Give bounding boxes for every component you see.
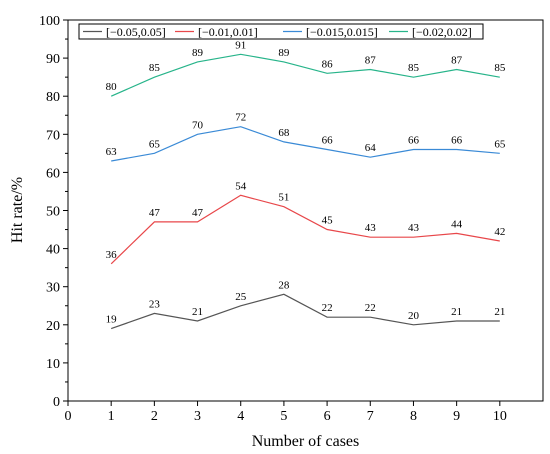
data-label: 19 [106,314,118,326]
data-label: 86 [322,58,334,70]
x-tick-label: 2 [151,409,158,424]
data-label: 70 [192,119,204,131]
data-label: 22 [365,302,376,314]
x-tick-label: 0 [65,409,72,424]
data-label: 43 [365,222,377,234]
x-axis-title: Number of cases [252,433,360,450]
data-label: 64 [365,142,377,154]
legend-label: [−0.05,0.05] [106,25,166,39]
data-label: 66 [322,135,334,147]
data-label: 20 [408,310,420,322]
x-tick-label: 7 [367,409,374,424]
legend-box [78,23,484,40]
data-label: 21 [192,306,203,318]
data-label: 23 [149,298,161,310]
data-label: 63 [106,146,118,158]
data-label: 22 [322,302,333,314]
x-tick-label: 4 [237,409,244,424]
data-label: 47 [192,207,204,219]
data-label: 91 [235,39,246,51]
data-label: 68 [278,127,290,139]
data-label: 89 [278,47,290,59]
data-label: 66 [408,135,420,147]
legend-label: [−0.015,0.015] [306,25,378,39]
data-label: 25 [235,291,247,303]
x-tick-label: 3 [194,409,201,424]
data-label: 54 [235,180,247,192]
data-label: 72 [235,112,246,124]
x-tick-label: 8 [410,409,417,424]
series-line-0 [111,293,500,330]
data-label: 87 [365,55,377,67]
y-tick-label: 80 [46,90,60,105]
series-line-2 [111,126,500,162]
y-tick-label: 70 [46,128,60,143]
x-tick-label: 10 [493,409,507,424]
data-label: 44 [451,218,463,230]
x-tick-label: 1 [108,409,115,424]
data-label: 45 [322,215,334,227]
legend-label: [−0.01,0.01] [198,25,258,39]
data-label: 89 [192,47,204,59]
legend: [−0.05,0.05] [−0.01,0.01] [−0.015,0.015] [−… [78,23,484,40]
data-label: 85 [408,62,420,74]
y-tick-label: 40 [46,243,60,258]
series-layer [110,53,500,330]
y-tick-label: 60 [46,166,60,181]
y-axis-title: Hit rate/% [9,177,26,243]
data-label: 21 [451,306,462,318]
series-line-3 [110,53,500,97]
data-label: 80 [106,81,118,93]
data-labels: 19 23 21 25 28 22 22 20 21 21 36 47 47 54 51 45 43 43 44 42… [106,39,506,325]
data-label: 66 [451,135,463,147]
data-label: 65 [494,138,506,150]
data-label: 47 [149,207,161,219]
y-tick-label: 20 [46,319,60,334]
x-tick-label: 6 [324,409,331,424]
y-tick-label: 50 [46,205,60,220]
x-tick-label: 9 [453,409,460,424]
legend-label: [−0.02,0.02] [412,25,472,39]
y-tick-label: 90 [46,52,60,67]
y-tick-label: 30 [46,281,60,296]
data-label: 51 [278,192,289,204]
data-label: 43 [408,222,420,234]
data-label: 36 [106,249,118,261]
plot-frame [67,19,544,402]
data-label: 21 [494,306,505,318]
data-label: 87 [451,55,463,67]
data-label: 65 [149,138,161,150]
data-label: 42 [494,226,505,238]
y-tick-label: 0 [53,395,60,410]
x-tick-label: 5 [280,409,287,424]
data-label: 85 [149,62,161,74]
series-line-1 [110,194,500,265]
y-tick-label: 100 [39,14,60,29]
data-label: 28 [278,279,290,291]
data-label: 85 [494,62,506,74]
y-tick-label: 10 [46,357,60,372]
